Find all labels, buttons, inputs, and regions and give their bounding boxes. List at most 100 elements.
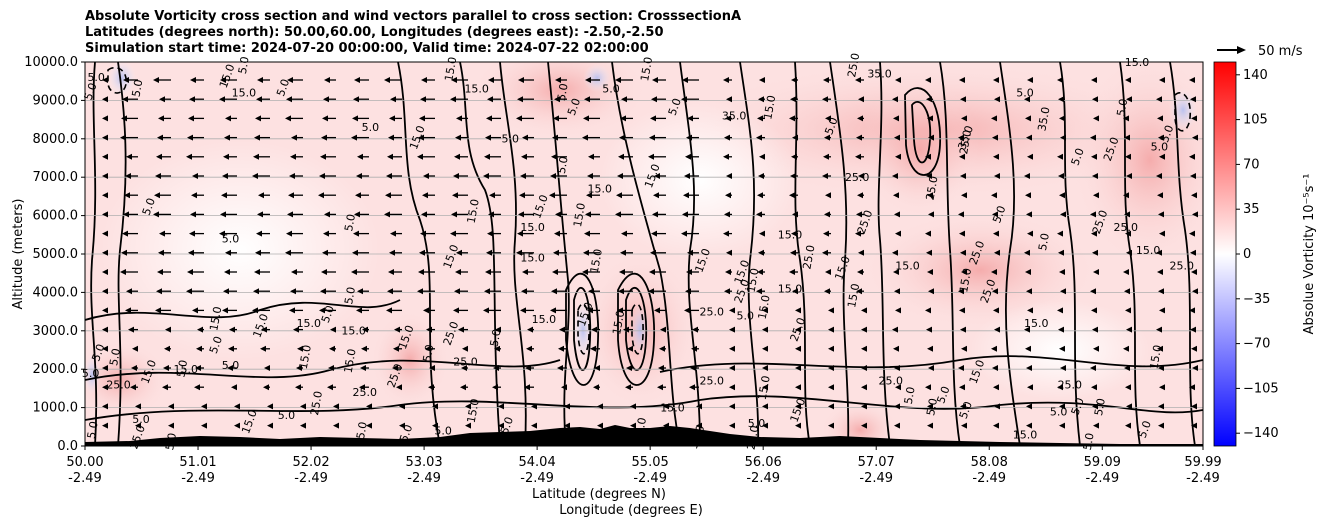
wind-vector-head: [386, 173, 392, 179]
wind-vector-head: [323, 96, 329, 103]
wind-vector-head: [1090, 288, 1096, 295]
wind-vector-head: [857, 192, 863, 199]
wind-vector-head: [549, 192, 555, 199]
contour-label: 5.0: [319, 304, 337, 325]
contour-label: 5.0: [565, 96, 583, 117]
wind-vector-head: [201, 422, 207, 429]
x-tick-label-lon: -2.49: [746, 471, 780, 486]
wind-vector-head: [418, 269, 424, 275]
wind-vector-head: [630, 422, 636, 429]
wind-vector-head: [423, 307, 429, 314]
wind-vector-head: [1159, 307, 1165, 314]
wind-vector-head: [131, 365, 137, 371]
wind-vector-head: [1024, 326, 1030, 333]
contour-label: 15.0: [778, 282, 803, 295]
wind-vector-head: [626, 365, 632, 371]
wind-vector-head: [120, 134, 126, 141]
wind-vector-head: [1090, 365, 1096, 371]
colorbar-tick-label: 105: [1243, 113, 1268, 128]
wind-vector-head: [154, 192, 160, 199]
chart-title-line-3: Simulation start time: 2024-07-20 00:00:…: [85, 41, 649, 56]
y-tick-label: 3000.0: [33, 324, 79, 339]
wind-vector-head: [220, 77, 226, 83]
wind-vector-head: [723, 153, 729, 160]
x-tick-label-lon: -2.49: [407, 471, 441, 486]
wind-vector-head: [1190, 96, 1196, 103]
wind-vector-head: [762, 345, 768, 352]
wind-vector-head: [616, 192, 622, 199]
wind-vector-head: [893, 269, 899, 275]
wind-vector-head: [522, 134, 528, 141]
y-tick-label: 2000.0: [33, 362, 79, 377]
wind-vector-head: [1156, 326, 1162, 333]
wind-vector-head: [1192, 134, 1198, 141]
wind-vector-head: [795, 403, 801, 410]
wind-vector-head: [856, 211, 862, 218]
wind-vector-head: [1125, 77, 1131, 83]
wind-vector-head: [387, 153, 393, 160]
wind-vector-head: [926, 249, 932, 256]
wind-vector-head: [186, 153, 192, 160]
contour-label: 5.0: [748, 417, 766, 430]
wind-vector-head: [551, 288, 557, 295]
wind-vector-head: [159, 230, 165, 237]
wind-vector-head: [895, 230, 901, 237]
contour-label: 25.0: [1114, 221, 1139, 234]
wind-vector-head: [189, 230, 195, 237]
wind-vector-head: [319, 307, 325, 314]
wind-vector-head: [1091, 153, 1097, 160]
x-axis-label-lat: Latitude (degrees N): [532, 487, 666, 502]
wind-vector-head: [855, 153, 861, 160]
contour-label: 15.0: [660, 401, 685, 414]
wind-vector-head: [168, 422, 174, 429]
wind-vector-head: [895, 153, 901, 160]
contour-label: 25.0: [353, 386, 378, 399]
wind-vector-head: [429, 365, 435, 371]
wind-vector-head: [102, 153, 108, 160]
wind-vector-head: [623, 326, 629, 333]
wind-vector-head: [696, 403, 702, 410]
wind-vector-head: [1093, 422, 1099, 429]
wind-vector-head: [522, 269, 528, 275]
wind-vector-head: [356, 173, 362, 179]
wind-vector-head: [653, 192, 659, 199]
wind-vector-head: [255, 249, 261, 256]
wind-vector-head: [456, 249, 462, 256]
contour-label: 15.0: [232, 87, 257, 100]
wind-vector-head: [686, 269, 692, 275]
wind-vector-head: [494, 345, 500, 352]
wind-vector-head: [619, 134, 625, 141]
wind-vector-head: [959, 153, 965, 160]
wind-vector-head: [1125, 307, 1131, 314]
x-tick-label-lon: -2.49: [1186, 471, 1220, 486]
wind-vector-head: [1027, 384, 1033, 391]
wind-vector-head: [1057, 153, 1063, 160]
wind-vector-head: [1024, 173, 1030, 179]
wind-vector-head: [892, 326, 898, 333]
wind-vector-head: [392, 365, 398, 371]
wind-vector-head: [550, 173, 556, 179]
wind-vector-head: [726, 173, 732, 179]
wind-vector-head: [685, 288, 691, 295]
wind-vector-head: [861, 403, 867, 410]
wind-vector-head: [1060, 288, 1066, 295]
contour-label: 15.0: [520, 252, 545, 265]
contour-label: 15.0: [1147, 344, 1164, 370]
wind-vector-head: [455, 134, 461, 141]
wind-vector-head: [322, 249, 328, 256]
wind-vector-head: [723, 77, 729, 83]
contour-label: 15.0: [341, 325, 366, 338]
wind-vector-head: [102, 384, 108, 391]
wind-vector-head: [649, 269, 655, 275]
wind-vector-head: [1126, 403, 1132, 410]
wind-vector-head: [321, 269, 327, 275]
wind-vector-head: [483, 307, 489, 314]
contour-label: 5.0: [502, 133, 520, 146]
wind-vector-head: [584, 96, 590, 103]
wind-vector-head: [725, 269, 731, 275]
wind-vector-head: [521, 288, 527, 295]
wind-vector-head: [621, 96, 627, 103]
wind-vector-head: [465, 403, 471, 410]
wind-vector-head: [555, 211, 561, 218]
wind-vector-head: [925, 77, 931, 83]
